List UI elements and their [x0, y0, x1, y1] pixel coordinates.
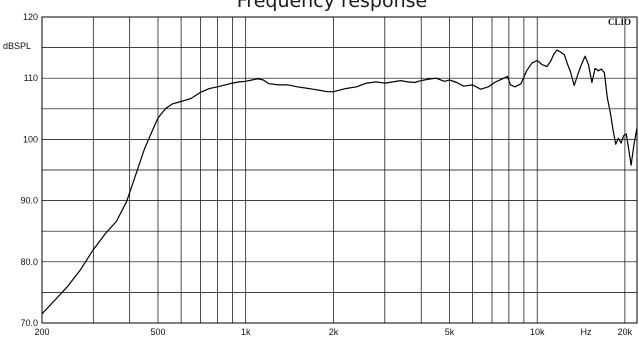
chart-title: Frequency response: [237, 0, 428, 12]
y-tick-label: 100: [23, 134, 38, 144]
x-tick-label: 2k: [329, 327, 339, 337]
y-tick-label: 90.0: [20, 196, 38, 206]
x-tick-label: 1k: [241, 327, 251, 337]
grid: [41, 16, 637, 324]
y-tick-labels: 70.0 80.0 90.0 100 110 120: [20, 12, 38, 328]
x-tick-label: 20k: [618, 327, 633, 337]
y-tick-label: 70.0: [20, 318, 38, 328]
y-axis-label: dBSPL: [3, 41, 31, 51]
plot-frame: [41, 16, 638, 324]
y-tick-label: 110: [24, 73, 38, 83]
x-axis-unit-label: Hz: [581, 327, 592, 337]
x-tick-label: 200: [34, 327, 49, 337]
series-line: [41, 49, 638, 315]
x-tick-labels: 200 500 1k 2k 5k 10k 20k: [34, 327, 632, 337]
y-tick-label: 120: [23, 12, 38, 22]
x-tick-label: 10k: [530, 327, 545, 337]
response-curve-group: [41, 49, 638, 315]
x-tick-label: 5k: [445, 327, 455, 337]
clio-brand-label: CLIO: [608, 17, 631, 27]
x-tick-label: 500: [150, 327, 165, 337]
y-tick-label: 80.0: [20, 257, 38, 267]
